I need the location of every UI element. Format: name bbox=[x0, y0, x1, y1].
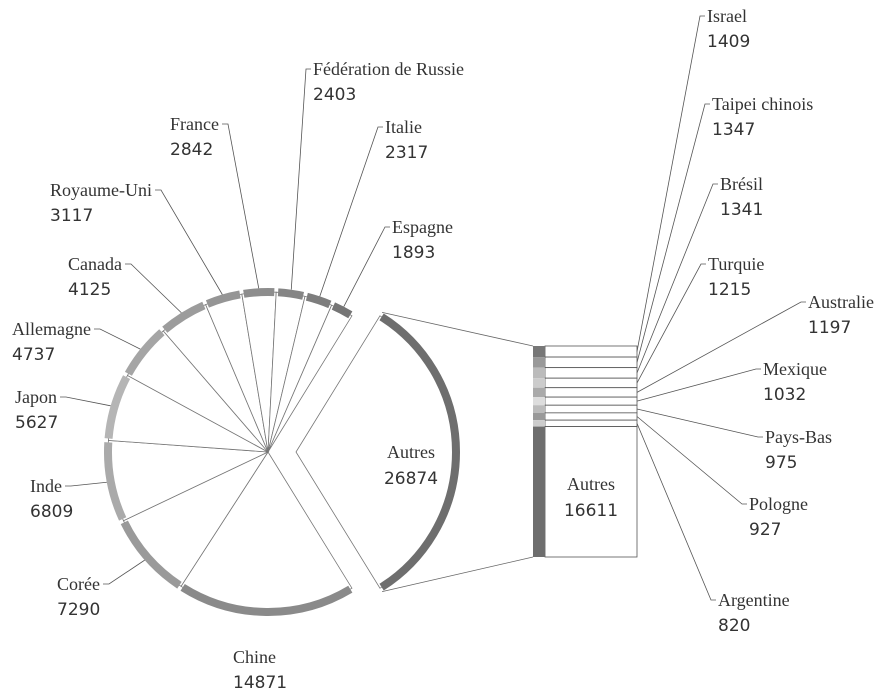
connector bbox=[381, 556, 534, 592]
bar-segment bbox=[544, 404, 638, 414]
bar-value: 927 bbox=[749, 520, 781, 540]
leader-line bbox=[636, 103, 710, 363]
bar-segment bbox=[544, 367, 638, 379]
slice-value: 4737 bbox=[12, 345, 55, 365]
leader-line bbox=[60, 396, 111, 407]
leader-line bbox=[124, 263, 182, 314]
pie-ring bbox=[104, 442, 127, 521]
leader-line bbox=[319, 126, 383, 297]
pie-ring bbox=[277, 288, 305, 300]
bar-label: Taipei chinois bbox=[712, 94, 813, 114]
slice-value: 3117 bbox=[50, 206, 93, 226]
bar-value: 820 bbox=[718, 616, 750, 636]
bar-swatch bbox=[533, 405, 545, 413]
pie-ring bbox=[331, 302, 353, 319]
slice-value: 2317 bbox=[385, 143, 428, 163]
slice-value: 2403 bbox=[313, 85, 356, 105]
leader-line bbox=[636, 368, 761, 402]
leader-line bbox=[102, 559, 145, 585]
bar-value: 1197 bbox=[808, 318, 851, 338]
slice-label: Corée bbox=[57, 574, 100, 594]
leader-line bbox=[636, 15, 705, 352]
leader-line bbox=[636, 263, 706, 384]
bar-segment bbox=[544, 396, 638, 406]
pie-ring bbox=[205, 290, 241, 308]
connector bbox=[381, 312, 534, 347]
leader-line bbox=[154, 189, 223, 295]
leader-line bbox=[343, 226, 390, 307]
bar-segment bbox=[544, 426, 638, 558]
slice-value: 2842 bbox=[170, 140, 213, 160]
bar-label: Autres bbox=[567, 474, 615, 494]
bar-label: Pays-Bas bbox=[765, 427, 832, 447]
bar-value: 1347 bbox=[712, 120, 755, 140]
slice-value: 26874 bbox=[384, 469, 438, 489]
slice-value: 5627 bbox=[15, 413, 58, 433]
slice-label: Chine bbox=[233, 647, 276, 667]
leader-line bbox=[636, 408, 763, 438]
slice-label: Fédération de Russie bbox=[313, 59, 464, 79]
bar-value: 975 bbox=[765, 453, 797, 473]
bar-label: Mexique bbox=[763, 359, 827, 379]
pie-ring bbox=[180, 583, 353, 616]
slice-label: Autres bbox=[387, 442, 435, 462]
pie-ring bbox=[124, 329, 165, 376]
bar-segment bbox=[544, 356, 638, 369]
slice-value: 7290 bbox=[57, 600, 100, 620]
pie-ring bbox=[162, 301, 206, 333]
leader-line bbox=[636, 423, 716, 601]
leader-line bbox=[64, 481, 107, 487]
pie-ring bbox=[305, 292, 332, 309]
bar-label: Brésil bbox=[720, 174, 763, 194]
bar-swatch bbox=[533, 420, 545, 427]
bar-swatch bbox=[533, 367, 545, 379]
pie-ring bbox=[379, 313, 460, 591]
bar-swatch bbox=[533, 378, 545, 388]
leader-line bbox=[290, 68, 311, 290]
bar-label: Israel bbox=[707, 6, 747, 26]
pie-ring bbox=[120, 520, 182, 589]
bar-segment bbox=[544, 377, 638, 389]
bar-value: 1409 bbox=[707, 32, 750, 52]
pie-ring bbox=[104, 375, 131, 439]
bar-segment bbox=[544, 419, 638, 427]
bar-value: 16611 bbox=[564, 501, 618, 521]
bar-label: Argentine bbox=[718, 590, 790, 610]
bar-swatch bbox=[533, 387, 545, 398]
slice-value: 4125 bbox=[68, 280, 111, 300]
bar-value: 1215 bbox=[708, 280, 751, 300]
bar-swatch bbox=[533, 357, 545, 368]
bar-value: 1341 bbox=[720, 200, 763, 220]
slice-label: France bbox=[170, 114, 219, 134]
slice-label: Allemagne bbox=[12, 319, 91, 339]
leader-line bbox=[636, 416, 747, 505]
slice-label: Italie bbox=[385, 117, 422, 137]
leader-line bbox=[221, 123, 260, 289]
slice-label: Inde bbox=[30, 476, 62, 496]
leader-line bbox=[636, 301, 806, 393]
bar-swatch bbox=[533, 426, 545, 557]
slice-value: 6809 bbox=[30, 502, 73, 522]
pie-ring bbox=[243, 288, 275, 298]
bar-value: 1032 bbox=[763, 385, 806, 405]
bar-label: Turquie bbox=[708, 254, 764, 274]
bar-segment bbox=[544, 345, 638, 358]
bar-segment bbox=[544, 412, 638, 421]
slice-label: Japon bbox=[15, 387, 57, 407]
bar-label: Pologne bbox=[749, 494, 808, 514]
bar-swatch bbox=[533, 346, 545, 358]
bar-swatch bbox=[533, 397, 545, 406]
slice-label: Canada bbox=[68, 254, 122, 274]
leader-line bbox=[93, 328, 141, 350]
slice-value: 1893 bbox=[392, 243, 435, 263]
slice-value: 14871 bbox=[233, 673, 287, 688]
slice-label: Espagne bbox=[392, 217, 453, 237]
bar-segment bbox=[544, 387, 638, 398]
bar-label: Australie bbox=[808, 292, 874, 312]
leader-line bbox=[636, 183, 718, 374]
bar-swatch bbox=[533, 412, 545, 421]
slice-label: Royaume-Uni bbox=[50, 180, 152, 200]
